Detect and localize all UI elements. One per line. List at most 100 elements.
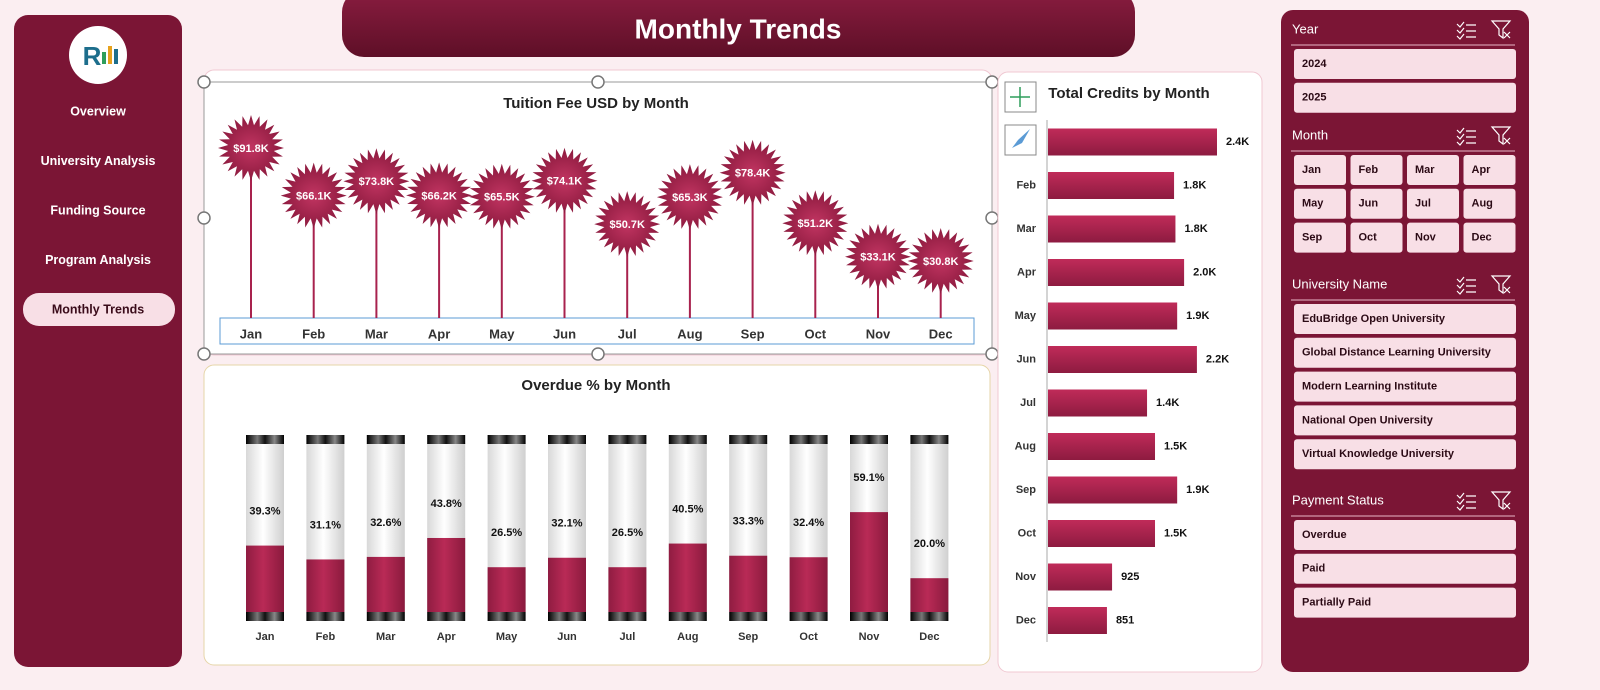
slicer-item[interactable] <box>1294 155 1346 185</box>
x-tick-label: Apr <box>428 326 450 341</box>
slicer-item-label: Sep <box>1302 232 1322 244</box>
data-label: 31.1% <box>310 519 341 531</box>
slicer-item[interactable] <box>1294 405 1516 436</box>
multi-select-icon[interactable] <box>1456 276 1476 295</box>
x-tick-label: Jan <box>240 326 262 341</box>
tube-cap <box>789 435 828 444</box>
nav-item[interactable]: University Analysis <box>41 154 156 168</box>
logo <box>69 26 127 84</box>
star-marker <box>907 228 974 294</box>
bar <box>1048 389 1148 417</box>
star-marker <box>719 139 786 206</box>
slicer-item[interactable] <box>1294 222 1346 253</box>
tube-cap <box>487 435 526 444</box>
multi-select-icon[interactable] <box>1456 21 1476 40</box>
tube-cap <box>366 435 405 444</box>
tube-cap <box>910 612 949 621</box>
slicer-item-label: Apr <box>1472 164 1492 176</box>
y-tick-label: Feb <box>1016 179 1036 191</box>
slicer-item[interactable] <box>1294 439 1516 470</box>
handle <box>197 75 211 89</box>
multi-select-icon[interactable] <box>1456 492 1476 511</box>
data-label: $73.8K <box>359 176 395 188</box>
brush-icon <box>1012 129 1030 148</box>
y-tick-label: Sep <box>1016 484 1036 496</box>
data-label: 2.2K <box>1206 353 1229 365</box>
nav-item[interactable]: Program Analysis <box>45 253 151 267</box>
tube-cap <box>608 435 647 444</box>
star-marker <box>280 162 347 229</box>
data-label: $78.4K <box>735 168 771 180</box>
slicer-title: Year <box>1292 21 1319 36</box>
data-label: 1.4K <box>1156 397 1179 409</box>
logo-bar <box>114 49 118 64</box>
slicer-item[interactable] <box>1294 304 1516 334</box>
clear-filter-icon[interactable] <box>1490 491 1512 511</box>
clear-filter-icon[interactable] <box>1490 275 1512 295</box>
x-tick-label: Feb <box>316 631 336 643</box>
nav-item[interactable]: Monthly Trends <box>52 302 144 316</box>
slicer-item[interactable] <box>1294 553 1516 584</box>
nav-item[interactable]: Overview <box>70 104 126 118</box>
data-label: $50.7K <box>609 219 645 231</box>
tube-cap <box>306 435 345 444</box>
slicer-item[interactable] <box>1294 49 1516 79</box>
bar <box>1048 128 1217 156</box>
slicer-title: University Name <box>1292 276 1387 291</box>
x-tick-label: Sep <box>738 631 758 643</box>
slicer-item[interactable] <box>1294 337 1516 368</box>
slicer-item[interactable] <box>1350 222 1403 253</box>
slicer-item[interactable] <box>1294 82 1516 113</box>
bar <box>1048 172 1175 199</box>
multi-select-icon[interactable] <box>1456 127 1476 146</box>
slicer-item[interactable] <box>1407 222 1459 253</box>
data-label: 40.5% <box>672 503 703 515</box>
slicer-item[interactable] <box>1463 155 1516 185</box>
bar <box>910 578 949 612</box>
bar <box>1048 520 1156 547</box>
clear-filter-icon[interactable] <box>1490 20 1512 40</box>
data-label: $66.2K <box>421 190 457 202</box>
y-tick-label: Dec <box>1016 614 1036 626</box>
bar <box>548 557 586 612</box>
slicer-item[interactable] <box>1294 188 1346 219</box>
handle <box>985 75 999 89</box>
x-tick-label: Jul <box>618 326 637 341</box>
star-marker <box>406 162 473 229</box>
slicer-item-label: Jan <box>1302 164 1321 176</box>
data-label: $33.1K <box>860 252 896 264</box>
bar <box>1048 215 1176 243</box>
slicer-item[interactable] <box>1294 371 1516 402</box>
tube-cap <box>306 612 345 621</box>
slicer-item[interactable] <box>1407 155 1459 185</box>
y-tick-label: Nov <box>1015 571 1037 583</box>
data-label: $91.8K <box>233 143 269 155</box>
data-label: $65.3K <box>672 192 708 204</box>
slicer-item[interactable] <box>1350 188 1403 219</box>
slicer-item[interactable] <box>1294 520 1516 550</box>
x-tick-label: Oct <box>799 631 818 643</box>
y-tick-label: Mar <box>1016 223 1036 235</box>
slicer-item[interactable] <box>1407 188 1459 219</box>
slicer-item[interactable] <box>1350 155 1403 185</box>
star-marker <box>594 191 661 258</box>
slicer-title: Payment Status <box>1292 492 1384 507</box>
slicer-item[interactable] <box>1294 587 1516 618</box>
slicer-item[interactable] <box>1463 188 1516 219</box>
x-tick-label: Nov <box>866 326 891 341</box>
slicer-item-label: 2024 <box>1302 58 1327 70</box>
tube-cap <box>910 435 949 444</box>
clear-filter-icon[interactable] <box>1490 126 1512 146</box>
x-tick-label: Aug <box>677 326 702 341</box>
slicer-item-label: National Open University <box>1302 414 1434 426</box>
bar <box>850 512 888 612</box>
tube-cap <box>608 612 647 621</box>
data-label: 43.8% <box>431 498 462 510</box>
data-label: 1.5K <box>1164 527 1187 539</box>
nav-item[interactable]: Funding Source <box>50 203 145 217</box>
slicer-item[interactable] <box>1463 222 1516 253</box>
bar <box>366 556 405 612</box>
x-tick-label: Jun <box>553 326 576 341</box>
sidebar <box>14 15 182 667</box>
